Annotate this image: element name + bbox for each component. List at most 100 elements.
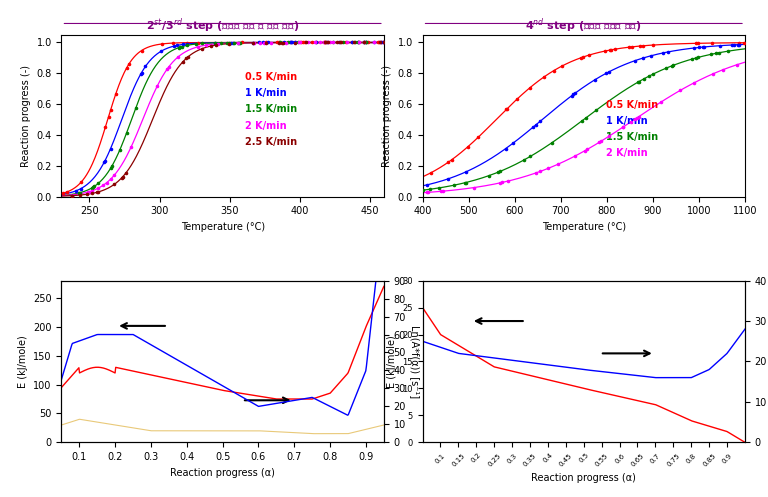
Point (530, 121, 542, 129)
Point (542, 165, 554, 172)
Point (65, 192, 78, 200)
Point (115, 174, 127, 182)
Y-axis label: Ln(A*f(α)) [s⁻¹]: Ln(A*f(α)) [s⁻¹] (410, 325, 420, 398)
Point (122, 61, 134, 69)
Point (74, 184, 87, 192)
Point (306, 38, 318, 46)
Point (628, 115, 641, 123)
Point (167, 42, 180, 50)
Point (196, 39, 208, 47)
Point (360, 38, 372, 46)
Point (551, 161, 564, 168)
Point (667, 61, 680, 69)
X-axis label: Temperature (°C): Temperature (°C) (541, 222, 626, 232)
Point (590, 106, 602, 114)
X-axis label: Reaction progress (α): Reaction progress (α) (531, 473, 636, 483)
Point (120, 169, 132, 177)
Point (286, 38, 298, 46)
Point (57, 189, 69, 197)
Point (576, 117, 588, 125)
X-axis label: Temperature (°C): Temperature (°C) (180, 222, 265, 232)
Point (548, 67, 560, 75)
Point (74, 191, 86, 199)
Point (261, 39, 273, 47)
Point (578, 147, 591, 155)
X-axis label: Reaction progress (α): Reaction progress (α) (170, 468, 275, 478)
Point (377, 38, 389, 46)
Point (442, 159, 454, 166)
Point (151, 83, 164, 90)
Point (647, 70, 660, 78)
Point (192, 39, 204, 47)
Point (375, 38, 387, 46)
Point (575, 54, 588, 62)
Point (353, 38, 365, 46)
Point (314, 38, 326, 46)
Point (707, 70, 719, 78)
Point (538, 73, 551, 81)
Point (171, 41, 184, 49)
Point (633, 113, 645, 121)
Point (91, 188, 104, 196)
Point (424, 185, 436, 193)
Point (177, 40, 189, 48)
Point (209, 39, 221, 47)
Point (277, 39, 290, 47)
Point (282, 38, 294, 46)
Point (106, 162, 118, 170)
Point (278, 38, 290, 46)
Point (233, 39, 245, 47)
Point (468, 183, 480, 191)
Point (604, 46, 616, 54)
Point (88, 182, 101, 190)
Point (433, 184, 445, 192)
Point (603, 68, 615, 76)
Point (524, 153, 536, 161)
Point (731, 61, 743, 69)
Point (376, 38, 389, 46)
Point (91, 188, 103, 196)
Point (358, 38, 370, 46)
Point (289, 39, 301, 47)
Point (190, 40, 202, 48)
Point (318, 38, 330, 46)
Point (70, 187, 82, 195)
Point (593, 138, 605, 146)
Point (631, 114, 644, 122)
Point (556, 62, 568, 70)
Point (180, 55, 192, 63)
Text: 1.5 K/min: 1.5 K/min (245, 104, 297, 114)
Point (108, 180, 121, 188)
Point (633, 78, 645, 86)
Point (738, 39, 750, 47)
Point (247, 39, 260, 47)
Point (321, 38, 333, 46)
Point (692, 54, 704, 62)
Point (628, 57, 641, 65)
Point (632, 78, 644, 86)
Point (310, 38, 322, 46)
Point (135, 47, 147, 55)
Point (728, 41, 740, 49)
Point (319, 38, 331, 46)
Point (223, 39, 235, 47)
Point (692, 39, 704, 47)
Point (462, 143, 474, 151)
Point (690, 54, 703, 62)
Point (86, 184, 98, 192)
Point (173, 44, 185, 52)
Point (110, 90, 122, 98)
Point (98, 181, 110, 189)
Title: 4$^{nd}$ step (유기물 가스화 공정): 4$^{nd}$ step (유기물 가스화 공정) (525, 16, 642, 35)
Point (327, 38, 339, 46)
Point (176, 43, 188, 51)
Point (422, 188, 434, 196)
Point (258, 39, 270, 47)
Point (161, 65, 174, 73)
Point (208, 39, 220, 47)
Point (686, 55, 698, 63)
Point (647, 41, 660, 49)
Point (713, 49, 725, 57)
Point (368, 38, 380, 46)
Point (359, 38, 371, 46)
